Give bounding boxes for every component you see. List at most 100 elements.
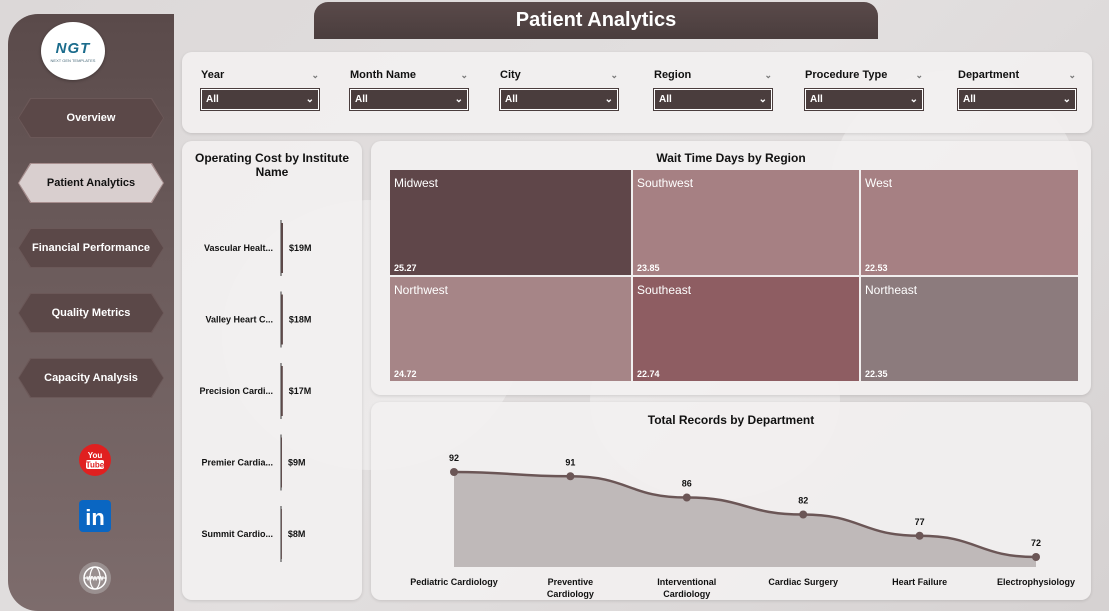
- chevron-down-icon[interactable]: ⌄: [1068, 69, 1076, 80]
- x-tick-label: Cardiac Surgery: [768, 577, 838, 587]
- nav-capacity-analysis-button[interactable]: Capacity Analysis: [18, 358, 164, 398]
- treemap-cell-label: West: [865, 176, 893, 190]
- nav-label: Capacity Analysis: [44, 372, 138, 384]
- treemap-cell-value: 22.74: [637, 369, 660, 379]
- treemap-cell-label: Northwest: [394, 283, 449, 297]
- filter-label: Year: [201, 69, 225, 81]
- filter-procedure-type: Procedure Type ⌄ All ⌄: [804, 67, 927, 111]
- svg-text:You: You: [88, 451, 103, 460]
- filter-month-name: Month Name ⌄ All ⌄: [349, 67, 472, 111]
- department-dropdown[interactable]: All ⌄: [957, 88, 1077, 111]
- operating-cost-title: Operating Cost by Institute Name: [194, 151, 349, 179]
- month-name-dropdown[interactable]: All ⌄: [349, 88, 469, 111]
- bar-category-label: Precision Cardi...: [199, 386, 273, 396]
- x-tick-label: Preventive Cardiology: [547, 577, 594, 599]
- treemap-cell-label: Southeast: [637, 283, 692, 297]
- total-records-panel: Total Records by Department 92 Pediatric …: [371, 402, 1091, 600]
- total-records-title: Total Records by Department: [647, 413, 815, 427]
- bar: [281, 366, 283, 416]
- data-label: 72: [1031, 538, 1041, 548]
- treemap-cell-label: Southwest: [637, 176, 694, 190]
- filter-label: Procedure Type: [805, 69, 888, 81]
- x-tick-label: Electrophysiology: [997, 577, 1075, 587]
- wait-time-panel: Wait Time Days by Region Midwest 25.27 Sou…: [371, 141, 1091, 395]
- treemap-cell[interactable]: Northwest 24.72: [390, 277, 631, 381]
- bar: [281, 223, 283, 273]
- data-label: 92: [449, 453, 459, 463]
- website-globe-icon[interactable]: WWW: [78, 561, 112, 595]
- nav-label: Financial Performance: [32, 242, 150, 254]
- treemap-cell[interactable]: West 22.53: [861, 170, 1078, 275]
- dropdown-value: All: [810, 94, 823, 105]
- chevron-down-icon: ⌄: [758, 94, 767, 105]
- nav-financial-performance-button[interactable]: Financial Performance: [18, 228, 164, 268]
- chevron-down-icon[interactable]: ⌄: [460, 69, 468, 80]
- logo-text: NGT: [55, 39, 91, 57]
- filter-department: Department ⌄ All ⌄: [957, 67, 1080, 111]
- svg-text:in: in: [85, 505, 105, 530]
- filter-label: Region: [654, 69, 692, 81]
- nav-quality-metrics-button[interactable]: Quality Metrics: [18, 293, 164, 333]
- data-point: [1032, 553, 1040, 561]
- wait-time-title: Wait Time Days by Region: [656, 151, 806, 165]
- bar-value-label: $17M: [289, 386, 312, 396]
- total-records-chart: 92 Pediatric Cardiology 91 Preventive Cardio…: [410, 453, 1075, 599]
- dropdown-value: All: [355, 94, 368, 105]
- bar: [281, 437, 282, 488]
- chevron-down-icon: ⌄: [305, 94, 314, 105]
- area-fill: [454, 472, 1036, 567]
- treemap-cell-label: Midwest: [394, 176, 439, 190]
- filter-label: City: [500, 69, 521, 81]
- chevron-down-icon: ⌄: [454, 94, 463, 105]
- dropdown-value: All: [505, 94, 518, 105]
- operating-cost-chart: Vascular Healt... $19M Valley Heart C... $1…: [199, 220, 312, 562]
- page-title: Patient Analytics: [314, 2, 878, 39]
- x-tick-label: Heart Failure: [892, 577, 947, 587]
- filters-panel: [182, 52, 1092, 133]
- series-line: [453, 470, 1037, 559]
- treemap-cell-value: 24.72: [394, 369, 417, 379]
- treemap-cell[interactable]: Southeast 22.74: [633, 277, 859, 381]
- nav-overview-button[interactable]: Overview: [18, 98, 164, 138]
- treemap-cell-value: 25.27: [394, 263, 417, 273]
- region-dropdown[interactable]: All ⌄: [653, 88, 773, 111]
- linkedin-icon[interactable]: in: [78, 499, 112, 533]
- treemap-cell[interactable]: Northeast 22.35: [861, 277, 1078, 381]
- chevron-down-icon[interactable]: ⌄: [764, 69, 772, 80]
- city-dropdown[interactable]: All ⌄: [499, 88, 619, 111]
- data-point: [566, 472, 575, 481]
- chevron-down-icon[interactable]: ⌄: [915, 69, 923, 80]
- chevron-down-icon: ⌄: [1062, 94, 1071, 105]
- svg-text:Tube: Tube: [86, 461, 105, 470]
- bar-category-label: Summit Cardio...: [201, 529, 273, 539]
- filter-city: City ⌄ All ⌄: [499, 67, 622, 111]
- chevron-down-icon: ⌄: [909, 94, 918, 105]
- filter-region: Region ⌄ All ⌄: [653, 67, 776, 111]
- bar-value-label: $9M: [288, 458, 306, 468]
- filter-label: Month Name: [350, 69, 416, 81]
- treemap-cell[interactable]: Southwest 23.85: [633, 170, 859, 275]
- svg-text:WWW: WWW: [87, 577, 104, 583]
- procedure-type-dropdown[interactable]: All ⌄: [804, 88, 924, 111]
- data-point: [799, 510, 808, 519]
- data-label: 86: [682, 479, 692, 489]
- operating-cost-panel: Operating Cost by Institute Name Vascula…: [182, 141, 362, 600]
- data-label: 82: [798, 496, 808, 506]
- dropdown-value: All: [963, 94, 976, 105]
- treemap-cell-value: 22.35: [865, 369, 888, 379]
- treemap-cell-label: Northeast: [865, 283, 918, 297]
- bar: [281, 509, 282, 559]
- x-tick-label: Interventional Cardiology: [657, 577, 716, 599]
- data-point: [682, 493, 691, 502]
- chevron-down-icon[interactable]: ⌄: [311, 69, 319, 80]
- nav-patient-analytics-button[interactable]: Patient Analytics: [18, 163, 164, 203]
- nav-label: Overview: [66, 112, 116, 124]
- bar-category-label: Vascular Healt...: [204, 243, 273, 253]
- data-label: 77: [915, 517, 925, 527]
- chevron-down-icon[interactable]: ⌄: [610, 69, 618, 80]
- treemap-cell[interactable]: Midwest 25.27: [390, 170, 631, 275]
- bar-value-label: $8M: [288, 529, 306, 539]
- youtube-icon[interactable]: You Tube: [78, 443, 112, 477]
- year-dropdown[interactable]: All ⌄: [200, 88, 320, 111]
- chevron-down-icon: ⌄: [604, 94, 613, 105]
